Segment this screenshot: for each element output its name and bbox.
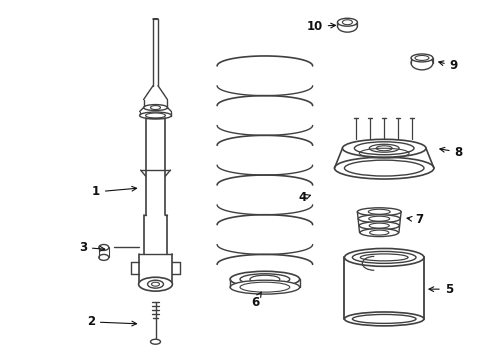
- Ellipse shape: [344, 248, 424, 266]
- Text: 9: 9: [439, 59, 458, 72]
- Text: 8: 8: [440, 146, 463, 159]
- Text: 6: 6: [251, 292, 261, 309]
- Ellipse shape: [352, 251, 416, 264]
- Ellipse shape: [99, 255, 109, 260]
- Ellipse shape: [360, 229, 398, 237]
- Ellipse shape: [144, 105, 168, 111]
- Ellipse shape: [338, 20, 357, 32]
- Ellipse shape: [411, 56, 433, 70]
- Ellipse shape: [411, 54, 433, 62]
- Ellipse shape: [150, 339, 161, 344]
- Ellipse shape: [344, 160, 424, 176]
- Ellipse shape: [240, 274, 290, 285]
- Ellipse shape: [354, 142, 414, 155]
- Text: 10: 10: [306, 20, 336, 33]
- Ellipse shape: [335, 157, 434, 179]
- Ellipse shape: [140, 112, 171, 119]
- Text: 7: 7: [407, 213, 423, 226]
- Text: 3: 3: [79, 241, 105, 254]
- Ellipse shape: [357, 208, 401, 216]
- Text: 1: 1: [92, 185, 137, 198]
- Ellipse shape: [344, 312, 424, 326]
- Text: 4: 4: [298, 192, 311, 204]
- Ellipse shape: [230, 271, 300, 287]
- Ellipse shape: [359, 222, 399, 230]
- Text: 2: 2: [87, 315, 137, 328]
- Ellipse shape: [358, 215, 400, 223]
- Ellipse shape: [343, 139, 426, 157]
- Ellipse shape: [99, 244, 109, 251]
- Ellipse shape: [338, 18, 357, 26]
- Ellipse shape: [230, 280, 300, 294]
- Ellipse shape: [139, 277, 172, 291]
- Text: 5: 5: [429, 283, 453, 296]
